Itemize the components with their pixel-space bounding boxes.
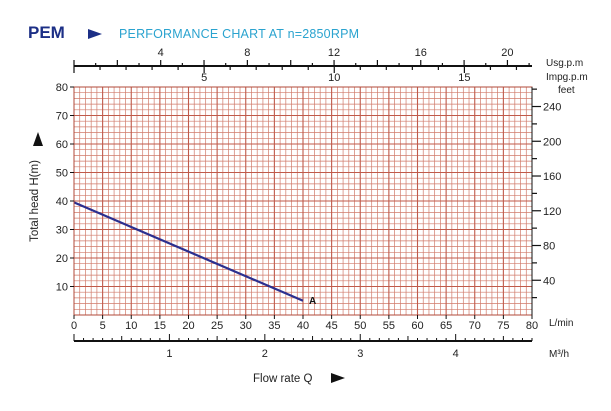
- x-tick-label: 10: [125, 320, 137, 332]
- x-tick-label: 80: [526, 320, 538, 332]
- y-axis-arrow-icon: [33, 132, 43, 146]
- x-axis-ticks: 0 5 10 15 20 25 30 35 40 45 50 55 60 65 70 75 80: [71, 315, 538, 332]
- feet-tick-label: 200: [543, 136, 561, 148]
- x-tick-label: 65: [440, 320, 452, 332]
- impgpm-tick-label: 15: [458, 72, 470, 84]
- m3h-tick-label: 1: [166, 348, 172, 360]
- x-axis-arrow-icon: [331, 373, 345, 383]
- x-tick-label: 70: [469, 320, 481, 332]
- series-layer: A: [73, 201, 316, 307]
- x-axis-title: Flow rate Q: [253, 373, 312, 385]
- impgpm-axis: 5 10 15: [73, 66, 518, 84]
- m3h-unit: M³/h: [549, 349, 569, 360]
- feet-tick-label: 240: [543, 102, 561, 114]
- curve-label-a: A: [309, 296, 316, 307]
- brand-arrow-icon: [88, 29, 102, 39]
- x-unit-lmin: L/min: [549, 318, 573, 329]
- x-tick-label: 40: [297, 320, 309, 332]
- feet-tick-label: 80: [543, 241, 555, 253]
- y-axis-ticks: 10 20 30 40 50 60 70 80: [56, 82, 74, 294]
- usgpm-unit: Usg.p.m: [546, 58, 583, 69]
- feet-tick-label: 40: [543, 275, 555, 287]
- x-tick-label: 30: [240, 320, 252, 332]
- usgpm-tick-label: 12: [328, 47, 340, 59]
- y-axis-title: Total head H(m): [29, 160, 41, 242]
- y-tick-label: 70: [56, 111, 68, 123]
- major-grid: [74, 87, 532, 315]
- usgpm-axis: 4 8 12 16 20: [73, 47, 530, 66]
- x-tick-label: 55: [383, 320, 395, 332]
- y-tick-label: 20: [56, 253, 68, 265]
- impgpm-tick-label: 10: [328, 72, 340, 84]
- x-tick-label: 35: [268, 320, 280, 332]
- chart-title: PERFORMANCE CHART AT n=2850RPM: [119, 27, 359, 41]
- x-tick-label: 60: [411, 320, 423, 332]
- brand-title: PEM: [28, 23, 65, 42]
- x-tick-label: 20: [182, 320, 194, 332]
- feet-unit: feet: [558, 85, 575, 96]
- y-tick-label: 60: [56, 139, 68, 151]
- usgpm-tick-label: 16: [415, 47, 427, 59]
- x-tick-label: 45: [326, 320, 338, 332]
- y-tick-label: 40: [56, 196, 68, 208]
- y-tick-label: 50: [56, 168, 68, 180]
- usgpm-tick-label: 20: [501, 47, 513, 59]
- feet-tick-label: 160: [543, 171, 561, 183]
- x-tick-label: 50: [354, 320, 366, 332]
- impgpm-unit: Impg.p.m: [546, 72, 588, 83]
- feet-tick-label: 120: [543, 206, 561, 218]
- series-line-a: [73, 201, 304, 302]
- impgpm-tick-label: 5: [201, 72, 207, 84]
- usgpm-tick-label: 4: [158, 47, 164, 59]
- usgpm-tick-label: 8: [244, 47, 250, 59]
- x-tick-label: 25: [211, 320, 223, 332]
- m3h-tick-label: 3: [357, 348, 363, 360]
- x-tick-label: 5: [100, 320, 106, 332]
- feet-axis: 40 80 120 160 200 240: [531, 87, 561, 315]
- y-tick-label: 80: [56, 82, 68, 94]
- m3h-tick-label: 2: [262, 348, 268, 360]
- y-tick-label: 10: [56, 282, 68, 294]
- y-tick-label: 30: [56, 225, 68, 237]
- m3h-tick-label: 4: [453, 348, 459, 360]
- x-tick-label: 0: [71, 320, 77, 332]
- x-tick-label: 75: [497, 320, 509, 332]
- x-tick-label: 15: [154, 320, 166, 332]
- m3h-axis: 1 2 3 4: [73, 334, 533, 360]
